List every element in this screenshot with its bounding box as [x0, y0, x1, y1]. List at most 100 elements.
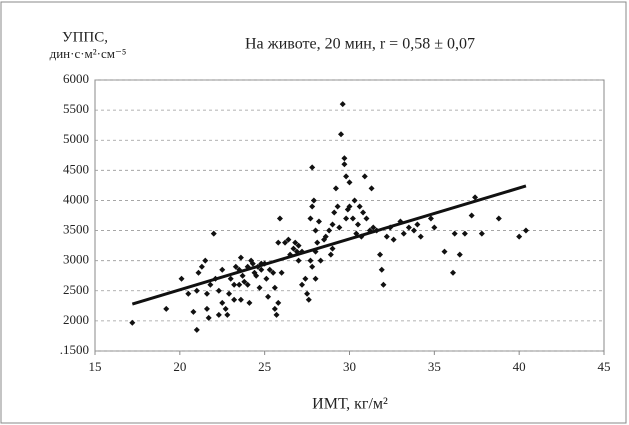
- point: [292, 239, 299, 246]
- y-tick-label: 2000: [63, 312, 89, 327]
- x-tick-label: 25: [258, 359, 271, 374]
- point: [219, 266, 226, 273]
- y-tick-label: 3500: [63, 222, 89, 237]
- point: [456, 251, 463, 258]
- point: [338, 131, 345, 138]
- y-axis-label: УППС,: [62, 29, 108, 45]
- point: [351, 197, 358, 204]
- y-tick-label: .1500: [60, 342, 89, 357]
- point: [356, 203, 363, 210]
- point: [185, 290, 192, 297]
- point: [307, 215, 314, 222]
- point: [271, 305, 278, 312]
- point: [322, 233, 329, 240]
- point: [244, 281, 251, 288]
- point: [310, 197, 317, 204]
- point: [414, 221, 421, 228]
- point: [241, 278, 248, 285]
- y-tick-label: 5500: [63, 101, 89, 116]
- point: [360, 209, 367, 216]
- point: [258, 266, 265, 273]
- y-tick-label: 3000: [63, 252, 89, 267]
- point: [190, 308, 197, 315]
- point: [276, 215, 283, 222]
- point: [271, 284, 278, 291]
- point: [472, 194, 479, 201]
- point: [224, 311, 231, 318]
- point: [478, 230, 485, 237]
- point: [343, 215, 350, 222]
- point: [410, 227, 417, 234]
- point: [309, 164, 316, 171]
- y-tick-label: 5000: [63, 131, 89, 146]
- point: [461, 230, 468, 237]
- point: [226, 290, 233, 297]
- point: [390, 236, 397, 243]
- point: [363, 215, 370, 222]
- point: [227, 275, 234, 282]
- point: [129, 319, 136, 326]
- point: [326, 227, 333, 234]
- chart-title: На животе, 20 мин, r = 0,58 ± 0,07: [245, 36, 475, 53]
- point: [295, 242, 302, 249]
- point: [343, 173, 350, 180]
- point: [307, 257, 314, 264]
- point: [205, 314, 212, 321]
- point: [265, 293, 272, 300]
- point: [222, 305, 229, 312]
- point: [346, 179, 353, 186]
- point: [354, 221, 361, 228]
- x-tick-label: 20: [173, 359, 186, 374]
- y-tick-label: 4500: [63, 161, 89, 176]
- point: [341, 155, 348, 162]
- point: [232, 263, 239, 270]
- y-axis-label: дин·с·м²·см⁻⁵: [50, 46, 127, 61]
- point: [202, 257, 209, 264]
- point: [441, 248, 448, 255]
- point: [266, 266, 273, 273]
- point: [193, 326, 200, 333]
- point: [256, 284, 263, 291]
- point: [312, 227, 319, 234]
- point: [219, 299, 226, 306]
- point: [270, 269, 277, 276]
- point: [295, 257, 302, 264]
- point: [278, 269, 285, 276]
- point: [516, 233, 523, 240]
- point: [332, 185, 339, 192]
- point: [405, 224, 412, 231]
- point: [361, 173, 368, 180]
- point: [253, 272, 260, 279]
- x-tick-label: 40: [513, 359, 526, 374]
- point: [231, 296, 238, 303]
- point: [334, 203, 341, 210]
- point: [317, 257, 324, 264]
- point: [231, 281, 238, 288]
- point: [370, 224, 377, 231]
- point: [285, 236, 292, 243]
- point: [298, 281, 305, 288]
- point: [315, 218, 322, 225]
- point: [522, 227, 529, 234]
- point: [341, 161, 348, 168]
- point: [302, 275, 309, 282]
- point: [215, 287, 222, 294]
- x-tick-label: 35: [428, 359, 441, 374]
- point: [400, 230, 407, 237]
- point: [327, 251, 334, 258]
- point: [383, 233, 390, 240]
- point: [417, 233, 424, 240]
- x-tick-label: 45: [598, 359, 611, 374]
- point: [203, 290, 210, 297]
- point: [237, 296, 244, 303]
- point: [309, 203, 316, 210]
- point: [346, 203, 353, 210]
- point: [380, 281, 387, 288]
- plot-area: [94, 79, 605, 352]
- point: [275, 239, 282, 246]
- y-tick-label: 4000: [63, 191, 89, 206]
- point: [329, 221, 336, 228]
- point: [249, 260, 256, 267]
- point: [336, 224, 343, 231]
